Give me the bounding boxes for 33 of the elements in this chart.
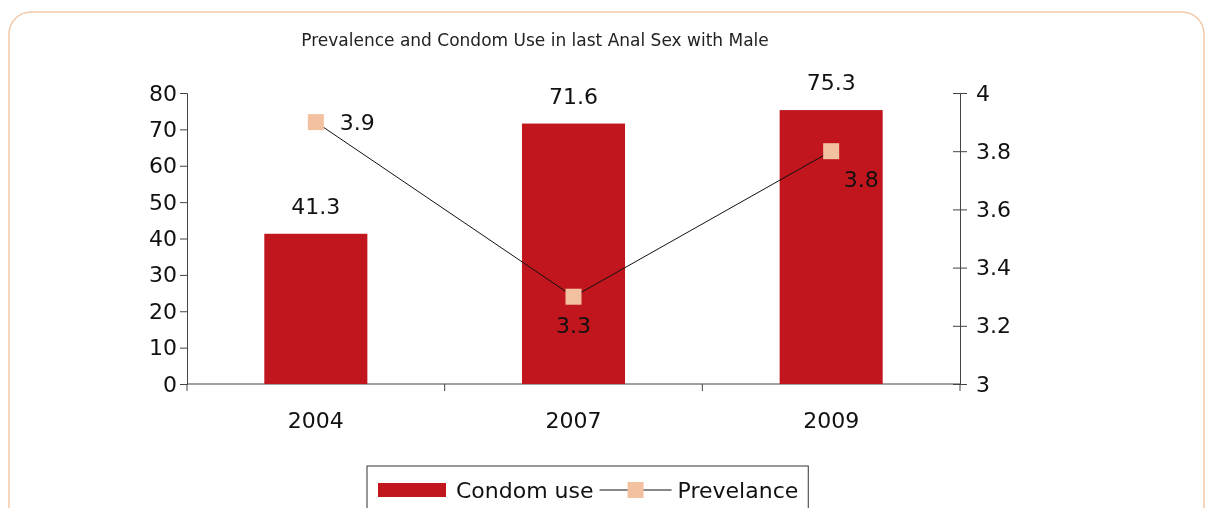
y-tick-label: 30 [149,262,177,288]
y2-tick-label: 3.6 [976,196,1011,222]
x-tick-label: 2007 [545,408,602,433]
legend-label: Prevelance [677,478,799,503]
y2-tick-label: 3.4 [976,255,1011,281]
y2-tick-label: 3.8 [976,138,1011,164]
bar [521,123,626,384]
y-tick-label: 10 [149,335,177,361]
y-tick-label: 50 [149,189,177,215]
point [565,288,582,305]
x-tick-label: 2009 [803,408,860,433]
data-label: 3.8 [843,167,879,193]
point [307,114,324,131]
data-label: 71.6 [549,83,598,109]
bar [264,233,368,384]
data-label: 41.3 [291,193,341,219]
y-tick-label: 70 [149,116,177,142]
point [823,143,840,160]
data-label: 3.9 [339,110,375,136]
y-tick-label: 60 [149,153,177,179]
y2-tick-label: 3 [976,371,990,397]
bar [779,110,883,384]
x-tick-label: 2004 [287,408,344,433]
y-tick-label: 20 [149,298,177,324]
data-label: 3.3 [556,312,591,338]
y2-tick-label: 3.2 [976,313,1011,339]
chart-title: Prevalence and Condom Use in last Anal Sex with Male [301,30,769,50]
legend-label: Condom use [456,478,594,503]
y-tick-label: 80 [149,80,177,106]
y-tick-label: 40 [149,226,177,252]
y-tick-label: 0 [163,371,177,397]
data-label: 75.3 [806,70,856,96]
y2-tick-label: 4 [976,80,990,106]
